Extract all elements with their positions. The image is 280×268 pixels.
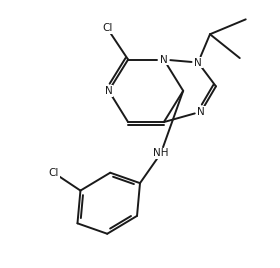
Text: N: N [105,86,113,96]
Text: Cl: Cl [48,168,59,178]
Text: Cl: Cl [102,23,113,33]
Text: NH: NH [153,148,169,158]
Text: N: N [194,58,202,68]
Text: N: N [197,107,205,117]
Text: N: N [160,55,168,65]
